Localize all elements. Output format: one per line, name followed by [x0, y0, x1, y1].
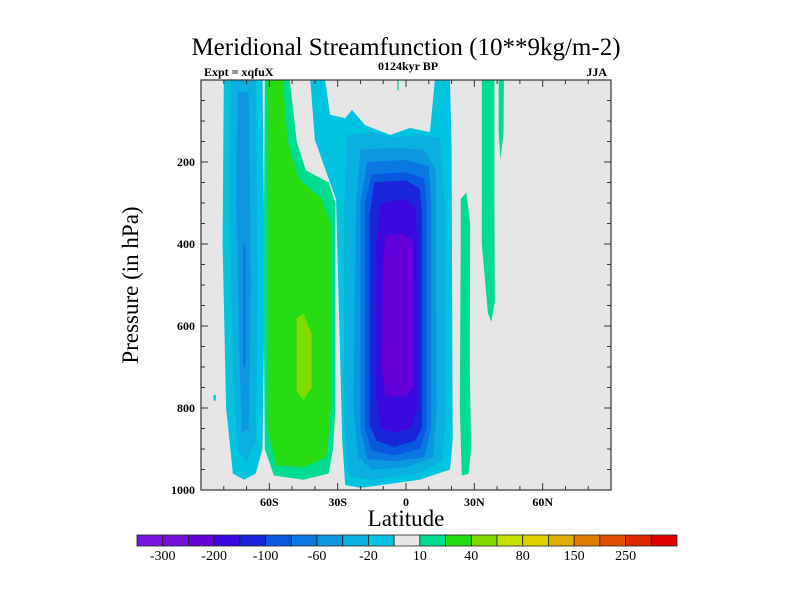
y-tick-label: 400 [177, 237, 195, 251]
colorbar-label: -20 [359, 549, 378, 564]
colorbar-label: 10 [413, 549, 427, 564]
colorbar-label: -60 [308, 549, 327, 564]
contour-region-sh-polar-cell [243, 244, 246, 367]
contour-region-sh-polar-dot [213, 394, 216, 401]
chart-title: Meridional Streamfunction (10**9kg/m-2) [191, 34, 620, 61]
colorbar-box [419, 534, 446, 547]
contour-region-nh-strip [481, 80, 495, 322]
colorbar-box [316, 534, 344, 547]
colorbar-box [573, 534, 601, 547]
contour-region-sh-ferrel-cell [267, 80, 331, 468]
colorbar-label: -300 [150, 549, 176, 564]
subtitle-right: JJA [586, 65, 607, 79]
colorbar-label: 150 [564, 549, 585, 564]
x-tick-label: 0 [403, 495, 409, 509]
x-tick-label: 30S [328, 495, 347, 509]
x-tick-label: 60N [532, 495, 553, 509]
contour-regions [213, 80, 504, 488]
colorbar-box [265, 534, 292, 547]
y-axis-label: Pressure (in hPa) [118, 206, 143, 363]
colorbar-label: 250 [615, 549, 636, 564]
colorbar-box [342, 534, 369, 547]
colorbar-box [445, 534, 472, 547]
colorbar-label: -200 [201, 549, 227, 564]
contour-region-hadley-cell [382, 233, 414, 396]
colorbar-box [650, 534, 678, 547]
y-tick-label: 600 [177, 319, 195, 333]
plot-area: 60S 30S 0 30N 60N 200 400 600 800 1000 [171, 79, 612, 509]
colorbar-box [213, 534, 241, 547]
colorbar-box [188, 534, 215, 547]
contour-region-nh-strip [498, 80, 504, 160]
subtitle-center: 0124kyr BP [378, 59, 438, 73]
x-tick-label: 60S [260, 495, 279, 509]
x-axis-label: Latitude [368, 506, 445, 531]
contour-region-sh-ferrel-cell [296, 313, 312, 400]
subtitle-left: Expt = xqfuX [204, 65, 274, 79]
y-tick-label: 800 [177, 401, 195, 415]
colorbar-box [290, 534, 318, 547]
x-tick-label: 30N [464, 495, 485, 509]
colorbar-box [625, 534, 652, 547]
y-tick-label: 200 [177, 155, 195, 169]
contour-region-equator-sliver [397, 80, 399, 91]
colorbar-box [496, 534, 524, 547]
colorbar-box [239, 534, 266, 547]
colorbar-box [136, 534, 164, 547]
colorbar-box [162, 534, 189, 547]
colorbar-label: 40 [464, 549, 478, 564]
colorbar-box [548, 534, 575, 547]
axis-ticks: 60S 30S 0 30N 60N 200 400 600 800 1000 [171, 80, 611, 509]
colorbar: -300 -200 -100 -60 -20 10 40 80 150 250 [136, 534, 678, 564]
colorbar-label: -100 [253, 549, 279, 564]
colorbar-box [368, 534, 395, 547]
colorbar-label: 80 [516, 549, 530, 564]
colorbar-box [599, 534, 626, 547]
colorbar-box [470, 534, 498, 547]
contour-region-nh-strip [459, 192, 472, 476]
y-tick-label: 1000 [171, 483, 195, 497]
colorbar-box [522, 534, 549, 547]
colorbar-box [393, 534, 421, 547]
